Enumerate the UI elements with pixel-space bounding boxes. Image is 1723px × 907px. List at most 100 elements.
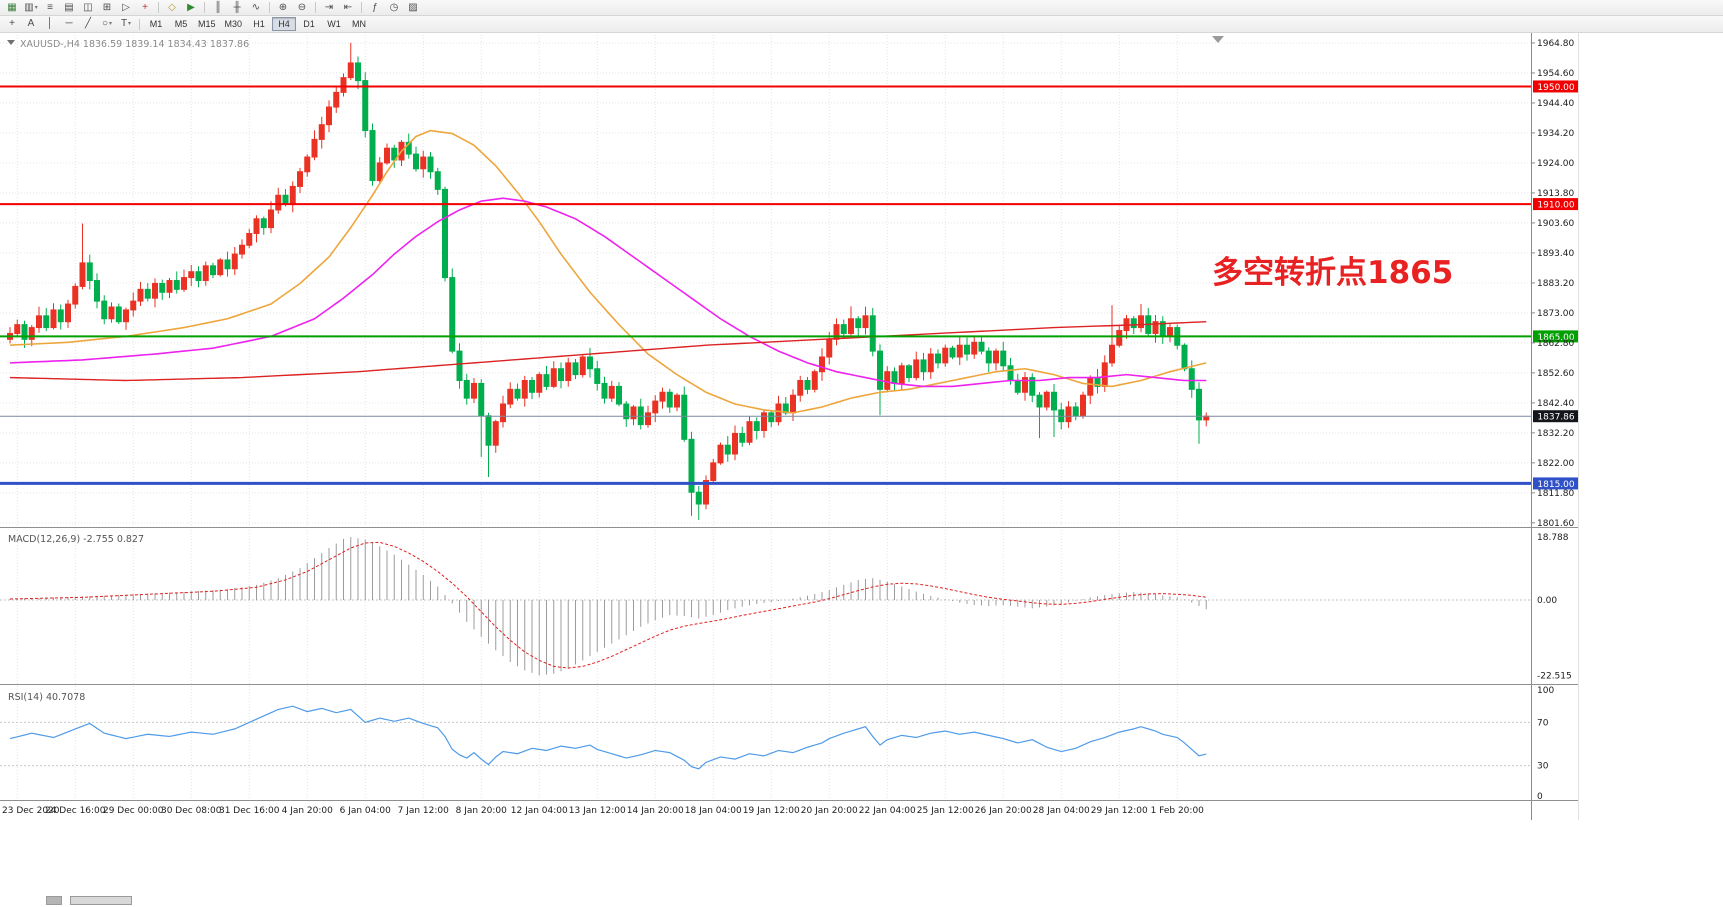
ma-fast-orange-line bbox=[9, 129, 1207, 414]
candle-body bbox=[529, 380, 535, 393]
candle-body bbox=[964, 344, 970, 355]
data-window-icon[interactable]: ▤ bbox=[60, 1, 78, 15]
timeframe-button-m30[interactable]: M30 bbox=[221, 17, 247, 31]
timeframe-button-h4[interactable]: H4 bbox=[272, 17, 297, 31]
candle-body bbox=[942, 347, 949, 364]
candle-body bbox=[790, 394, 796, 414]
terminal-icon[interactable]: ⊞ bbox=[98, 1, 116, 15]
price-tag-label: 1910.00 bbox=[1537, 201, 1574, 211]
status-bar-fragment bbox=[46, 896, 132, 905]
candle-body bbox=[659, 391, 666, 402]
candle-body bbox=[253, 218, 260, 234]
candle-body bbox=[1080, 394, 1086, 417]
toolbar-separator bbox=[315, 2, 316, 13]
toolbar-separator bbox=[361, 2, 362, 13]
horizontal-line-icon[interactable]: ─ bbox=[60, 17, 78, 31]
line-chart-mode-icon[interactable]: ∿ bbox=[247, 1, 265, 15]
price-axis-label: 1964.80 bbox=[1537, 39, 1574, 49]
bar-chart-mode-icon[interactable]: ║ bbox=[209, 1, 227, 15]
price-axis-label: 1842.40 bbox=[1537, 399, 1574, 409]
vertical-line-icon[interactable]: │ bbox=[41, 17, 59, 31]
price-tag-label: 1950.00 bbox=[1537, 83, 1574, 93]
candle-body bbox=[949, 347, 956, 358]
candle-body bbox=[797, 380, 804, 396]
crosshair-icon[interactable]: + bbox=[3, 17, 21, 31]
candle-body bbox=[608, 385, 615, 399]
candle-body bbox=[521, 380, 528, 399]
shapes-icon[interactable]: ○ ▾ bbox=[98, 17, 116, 31]
candle-body bbox=[739, 432, 746, 443]
price-tag bbox=[1533, 80, 1579, 93]
candle-body bbox=[594, 368, 601, 384]
candle-body bbox=[94, 280, 100, 302]
timeframe-button-m1[interactable]: M1 bbox=[144, 17, 168, 31]
new-chart-icon[interactable]: ▦ bbox=[3, 1, 21, 15]
candle-body bbox=[746, 421, 753, 443]
rsi-pane bbox=[0, 705, 1531, 770]
time-axis-label: 29 Jan 12:00 bbox=[1091, 806, 1148, 816]
candle-body bbox=[550, 368, 557, 387]
timeframe-button-mn[interactable]: MN bbox=[347, 17, 371, 31]
candle-body bbox=[630, 406, 637, 420]
zoom-out-icon[interactable]: ⊖ bbox=[293, 1, 311, 15]
chevron-down-icon: ▾ bbox=[109, 21, 113, 27]
candle-body bbox=[478, 382, 485, 417]
candle-body bbox=[978, 341, 985, 352]
price-tag-label: 1837.86 bbox=[1537, 413, 1574, 423]
price-tag bbox=[1533, 410, 1579, 423]
timeframe-button-w1[interactable]: W1 bbox=[322, 17, 346, 31]
time-axis-label: 26 Jan 20:00 bbox=[975, 806, 1032, 816]
chart-shift-marker[interactable] bbox=[1212, 36, 1224, 43]
candle-body bbox=[485, 415, 492, 446]
new-order-icon[interactable]: + bbox=[136, 1, 154, 15]
metaeditor-icon[interactable]: ◇ bbox=[163, 1, 181, 15]
candle-body bbox=[1022, 377, 1028, 393]
chart-shift-icon[interactable]: ⇤ bbox=[339, 1, 357, 15]
trendline-icon[interactable]: ╱ bbox=[79, 17, 97, 31]
candle-body bbox=[623, 403, 630, 420]
candle-body bbox=[833, 324, 840, 340]
periods-icon[interactable]: ◷ bbox=[385, 1, 403, 15]
ma-mid-magenta-line bbox=[9, 197, 1207, 388]
timeframe-button-m5[interactable]: M5 bbox=[169, 17, 193, 31]
navigator-icon[interactable]: ◫ bbox=[79, 1, 97, 15]
candle-body bbox=[282, 194, 289, 205]
candle-body bbox=[239, 244, 245, 255]
candle-body bbox=[1116, 330, 1123, 346]
zoom-in-icon[interactable]: ⊕ bbox=[274, 1, 292, 15]
auto-scroll-icon[interactable]: ⇥ bbox=[320, 1, 338, 15]
candle-body bbox=[355, 62, 361, 82]
profiles-icon[interactable]: ▥ ▾ bbox=[22, 1, 40, 15]
timeframe-button-d1[interactable]: D1 bbox=[297, 17, 321, 31]
candle-body bbox=[260, 218, 267, 229]
text-label-icon[interactable]: T ▾ bbox=[117, 17, 135, 31]
candle-body bbox=[28, 327, 35, 340]
candle-body bbox=[565, 362, 572, 382]
price-axis-label: 1944.40 bbox=[1537, 99, 1574, 109]
macd-label: MACD(12,26,9) -2.755 0.827 bbox=[8, 534, 144, 545]
candle-body bbox=[195, 271, 202, 282]
templates-icon[interactable]: ▨ bbox=[404, 1, 422, 15]
time-axis-label: 8 Jan 20:00 bbox=[456, 806, 508, 816]
rsi-label: RSI(14) 40.7078 bbox=[8, 692, 85, 703]
macd-axis-label: 18.788 bbox=[1537, 533, 1569, 543]
price-axis-label: 1883.20 bbox=[1537, 279, 1574, 289]
strategy-tester-icon[interactable]: ▷ bbox=[117, 1, 135, 15]
timeframe-button-m15[interactable]: M15 bbox=[194, 17, 220, 31]
candle-body bbox=[427, 156, 434, 173]
autotrading-icon[interactable]: ▶ bbox=[182, 1, 200, 15]
market-watch-icon[interactable]: ≡ bbox=[41, 1, 59, 15]
chevron-down-icon: ▾ bbox=[128, 21, 132, 27]
indicators-icon[interactable]: ƒ bbox=[366, 1, 384, 15]
symbol-dropdown-icon[interactable] bbox=[7, 40, 15, 45]
time-axis-label: 23 Dec 2020 bbox=[2, 806, 60, 816]
horizontal-lines-layer[interactable]: 1950.00 1910.00 1865.00 1815.00 1837.86 bbox=[0, 80, 1579, 490]
candle-body bbox=[376, 162, 383, 182]
time-axis-label: 6 Jan 04:00 bbox=[340, 806, 392, 816]
timeframe-button-h1[interactable]: H1 bbox=[247, 17, 271, 31]
cursor-icon[interactable]: A bbox=[22, 17, 40, 31]
price-annotation-text[interactable]: 多空转折点1865 bbox=[1212, 255, 1453, 291]
candle-chart-mode-icon[interactable]: ╫ bbox=[228, 1, 246, 15]
candle-body bbox=[717, 444, 724, 464]
